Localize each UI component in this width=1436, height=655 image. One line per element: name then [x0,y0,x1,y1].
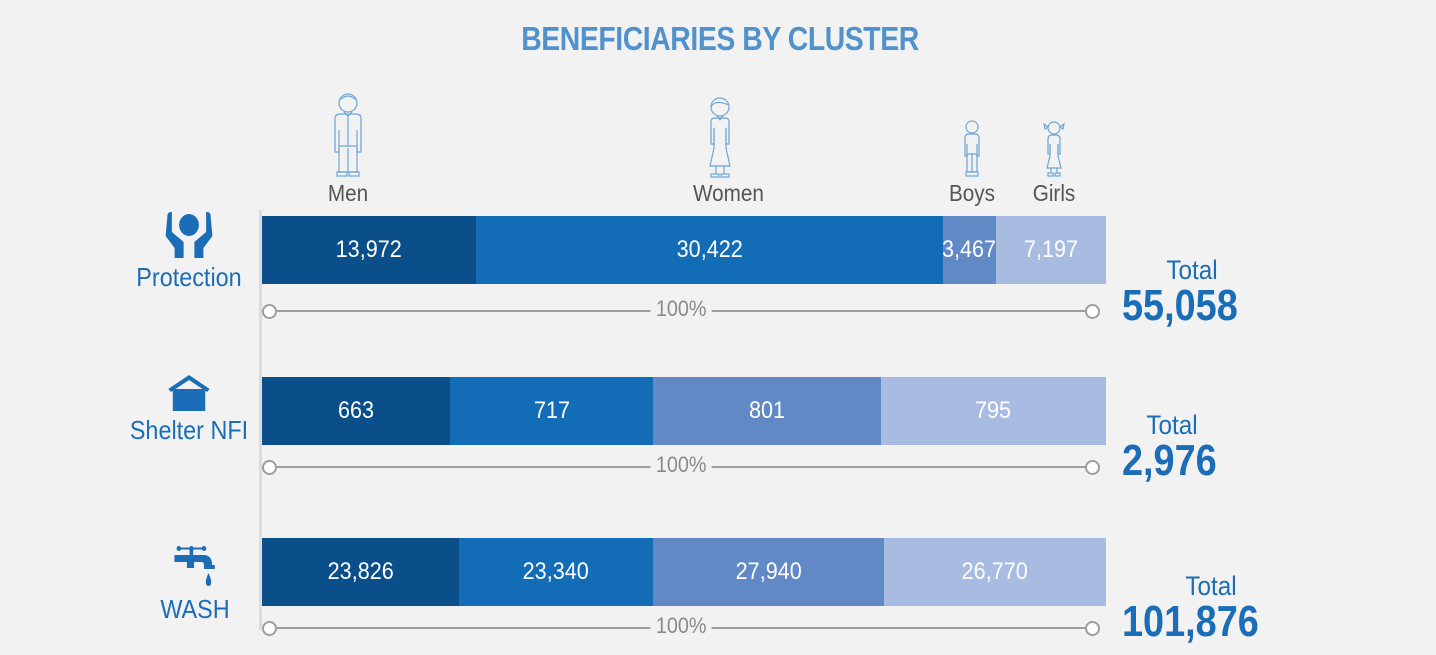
wash-tap-icon [174,546,215,586]
data-label: 30,422 [676,236,743,263]
total-value: 2,976 [1122,436,1217,485]
cluster-name: WASH [160,594,230,624]
percent-start-dot [262,460,277,475]
legend-men-label: Men [327,180,369,206]
chart-title: BENEFICIARIES BY CLUSTER [521,20,919,57]
total-protection: Total 55,058 [1122,255,1262,330]
data-label: 801 [748,397,785,424]
girl-icon [1043,121,1065,177]
data-label: 27,940 [735,558,802,585]
percent-end-dot [1085,460,1100,475]
protection-hands-icon [165,212,213,258]
percent-label: 100% [650,613,712,639]
cluster-name: Protection [136,262,242,292]
cluster-name: Shelter NFI [129,415,249,445]
boy-icon [964,120,980,177]
data-label: 23,826 [327,558,394,585]
legend-women-label: Women [693,180,764,206]
legend-men: Men [318,92,378,207]
shelter-house-icon [168,375,210,411]
bar-segment-men: 13,972 [262,216,477,284]
cluster-label-shelter: Shelter NFI [118,375,260,446]
total-value: 55,058 [1122,281,1238,330]
total-label: Total [1166,255,1218,285]
bar-segment-women: 717 [450,377,654,445]
woman-icon [709,97,731,178]
data-label: 717 [533,397,570,424]
percent-indicator-protection: 100% [262,296,1100,322]
total-label: Total [1146,410,1198,440]
bar-segment-women: 23,340 [459,538,653,606]
legend-women: Women [690,96,764,207]
legend-girls: Girls [1024,120,1084,207]
percent-indicator-wash: 100% [262,613,1100,639]
data-label: 3,467 [942,236,997,263]
bar-wash: 23,826 23,340 27,940 26,770 [262,538,1106,606]
bar-segment-girls: 26,770 [884,538,1106,606]
bar-segment-girls: 795 [880,377,1106,445]
bar-segment-men: 23,826 [262,538,460,606]
percent-end-dot [1085,621,1100,636]
data-label: 795 [975,397,1012,424]
total-wash: Total 101,876 [1122,571,1282,646]
data-label: 7,197 [1023,236,1078,263]
legend-boys: Boys [942,120,1002,207]
bar-segment-girls: 7,197 [995,216,1106,284]
total-value: 101,876 [1122,597,1259,646]
total-shelter-nfi: Total 2,976 [1122,410,1222,485]
percent-start-dot [262,304,277,319]
data-label: 13,972 [336,236,403,263]
bar-segment-boys: 801 [653,377,881,445]
bar-segment-men: 663 [262,377,451,445]
cluster-label-protection: Protection [118,212,260,293]
cluster-label-wash: WASH [119,546,272,625]
percent-indicator-shelter-nfi: 100% [262,452,1100,478]
data-label: 23,340 [523,558,590,585]
percent-label: 100% [650,296,712,322]
man-icon [334,93,362,177]
bar-protection: 13,972 30,422 3,467 7,197 [262,216,1106,284]
bar-segment-boys: 3,467 [942,216,997,284]
bar-segment-women: 30,422 [476,216,943,284]
percent-start-dot [262,621,277,636]
bar-shelter-nfi: 663 717 801 795 [262,377,1106,445]
legend-boys-label: Boys [948,180,996,206]
total-label: Total [1185,571,1237,601]
data-label: 26,770 [962,558,1029,585]
percent-end-dot [1085,304,1100,319]
category-axis-line [259,210,262,630]
percent-label: 100% [650,452,712,478]
data-label: 663 [337,397,375,424]
legend-girls-label: Girls [1032,180,1076,206]
bar-segment-boys: 27,940 [652,538,885,606]
